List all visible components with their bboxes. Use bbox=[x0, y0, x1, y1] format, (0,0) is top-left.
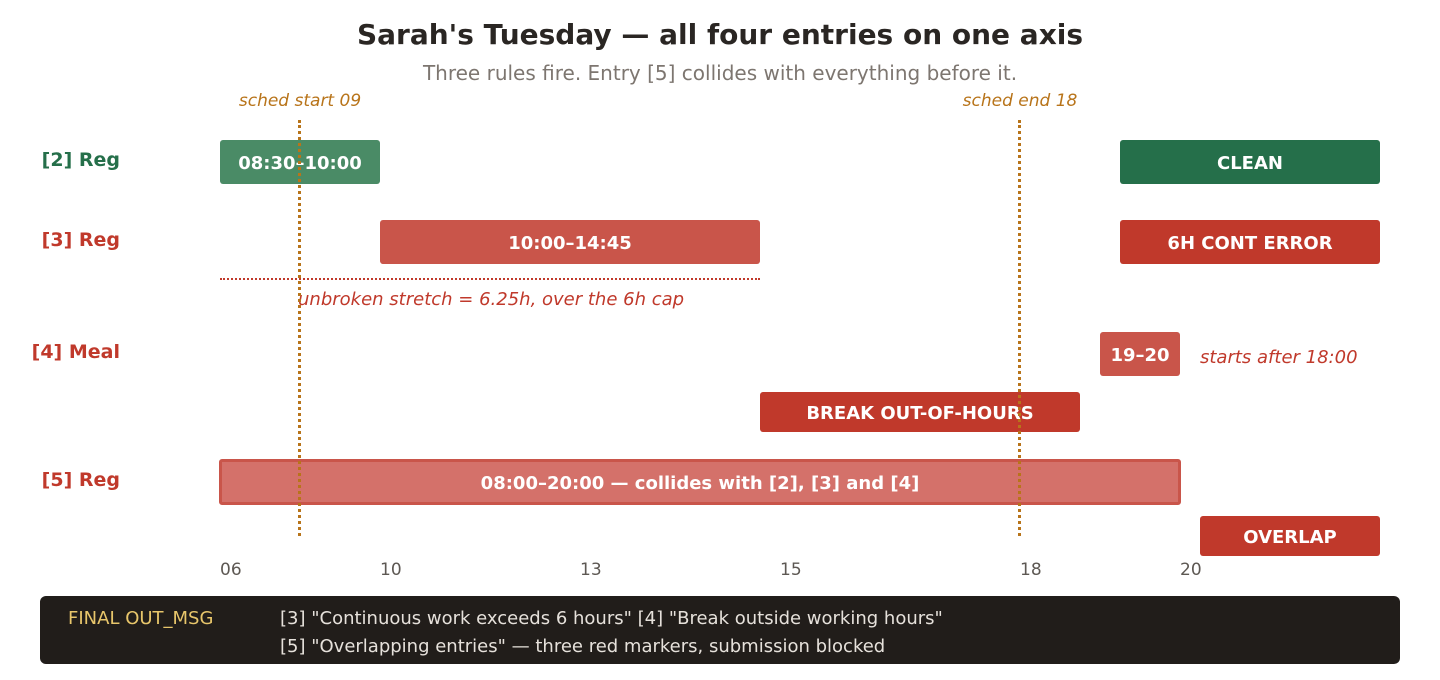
axis-tick-15: 15 bbox=[780, 560, 802, 580]
entry-5-status-badge: OVERLAP bbox=[1200, 516, 1380, 556]
sched-end-label: sched end 18 bbox=[962, 91, 1078, 111]
entry-3-status-badge: 6H CONT ERROR bbox=[1120, 220, 1380, 264]
row-label-2: [2] Reg bbox=[41, 149, 120, 171]
axis-tick-10: 10 bbox=[380, 560, 402, 580]
entry-3-note: unbroken stretch = 6.25h, over the 6h ca… bbox=[298, 289, 685, 310]
continuous-stretch-line bbox=[220, 278, 760, 280]
final-out-msg-label: FINAL OUT_MSG bbox=[68, 608, 214, 629]
entry-4-note: starts after 18:00 bbox=[1200, 347, 1358, 368]
final-out-msg-line-1: [3] "Continuous work exceeds 6 hours" [4… bbox=[280, 608, 943, 629]
row-label-3: [3] Reg bbox=[41, 229, 120, 251]
axis-tick-18: 18 bbox=[1020, 560, 1042, 580]
entry-4-bar: 19–20 bbox=[1100, 332, 1180, 376]
entry-3-bar: 10:00–14:45 bbox=[380, 220, 760, 264]
row-label-5: [5] Reg bbox=[41, 469, 120, 491]
entry-4-status-badge: BREAK OUT-OF-HOURS bbox=[760, 392, 1080, 432]
sched-start-label: sched start 09 bbox=[238, 91, 362, 111]
entry-2-status-badge: CLEAN bbox=[1120, 140, 1380, 184]
final-out-msg-line-2: [5] "Overlapping entries" — three red ma… bbox=[280, 636, 886, 657]
axis-tick-06: 06 bbox=[220, 560, 242, 580]
entry-5-bar: 08:00–20:00 — collides with [2], [3] and… bbox=[219, 459, 1181, 505]
axis-tick-20: 20 bbox=[1180, 560, 1202, 580]
diagram-subtitle: Three rules fire. Entry [5] collides wit… bbox=[422, 61, 1018, 85]
sched-start-line bbox=[298, 120, 301, 536]
final-out-msg-panel: FINAL OUT_MSG [3] "Continuous work excee… bbox=[40, 596, 1400, 664]
row-label-4: [4] Meal bbox=[31, 341, 120, 363]
sched-end-line bbox=[1018, 120, 1021, 536]
axis-tick-13: 13 bbox=[580, 560, 602, 580]
diagram-title: Sarah's Tuesday — all four entries on on… bbox=[356, 18, 1084, 51]
